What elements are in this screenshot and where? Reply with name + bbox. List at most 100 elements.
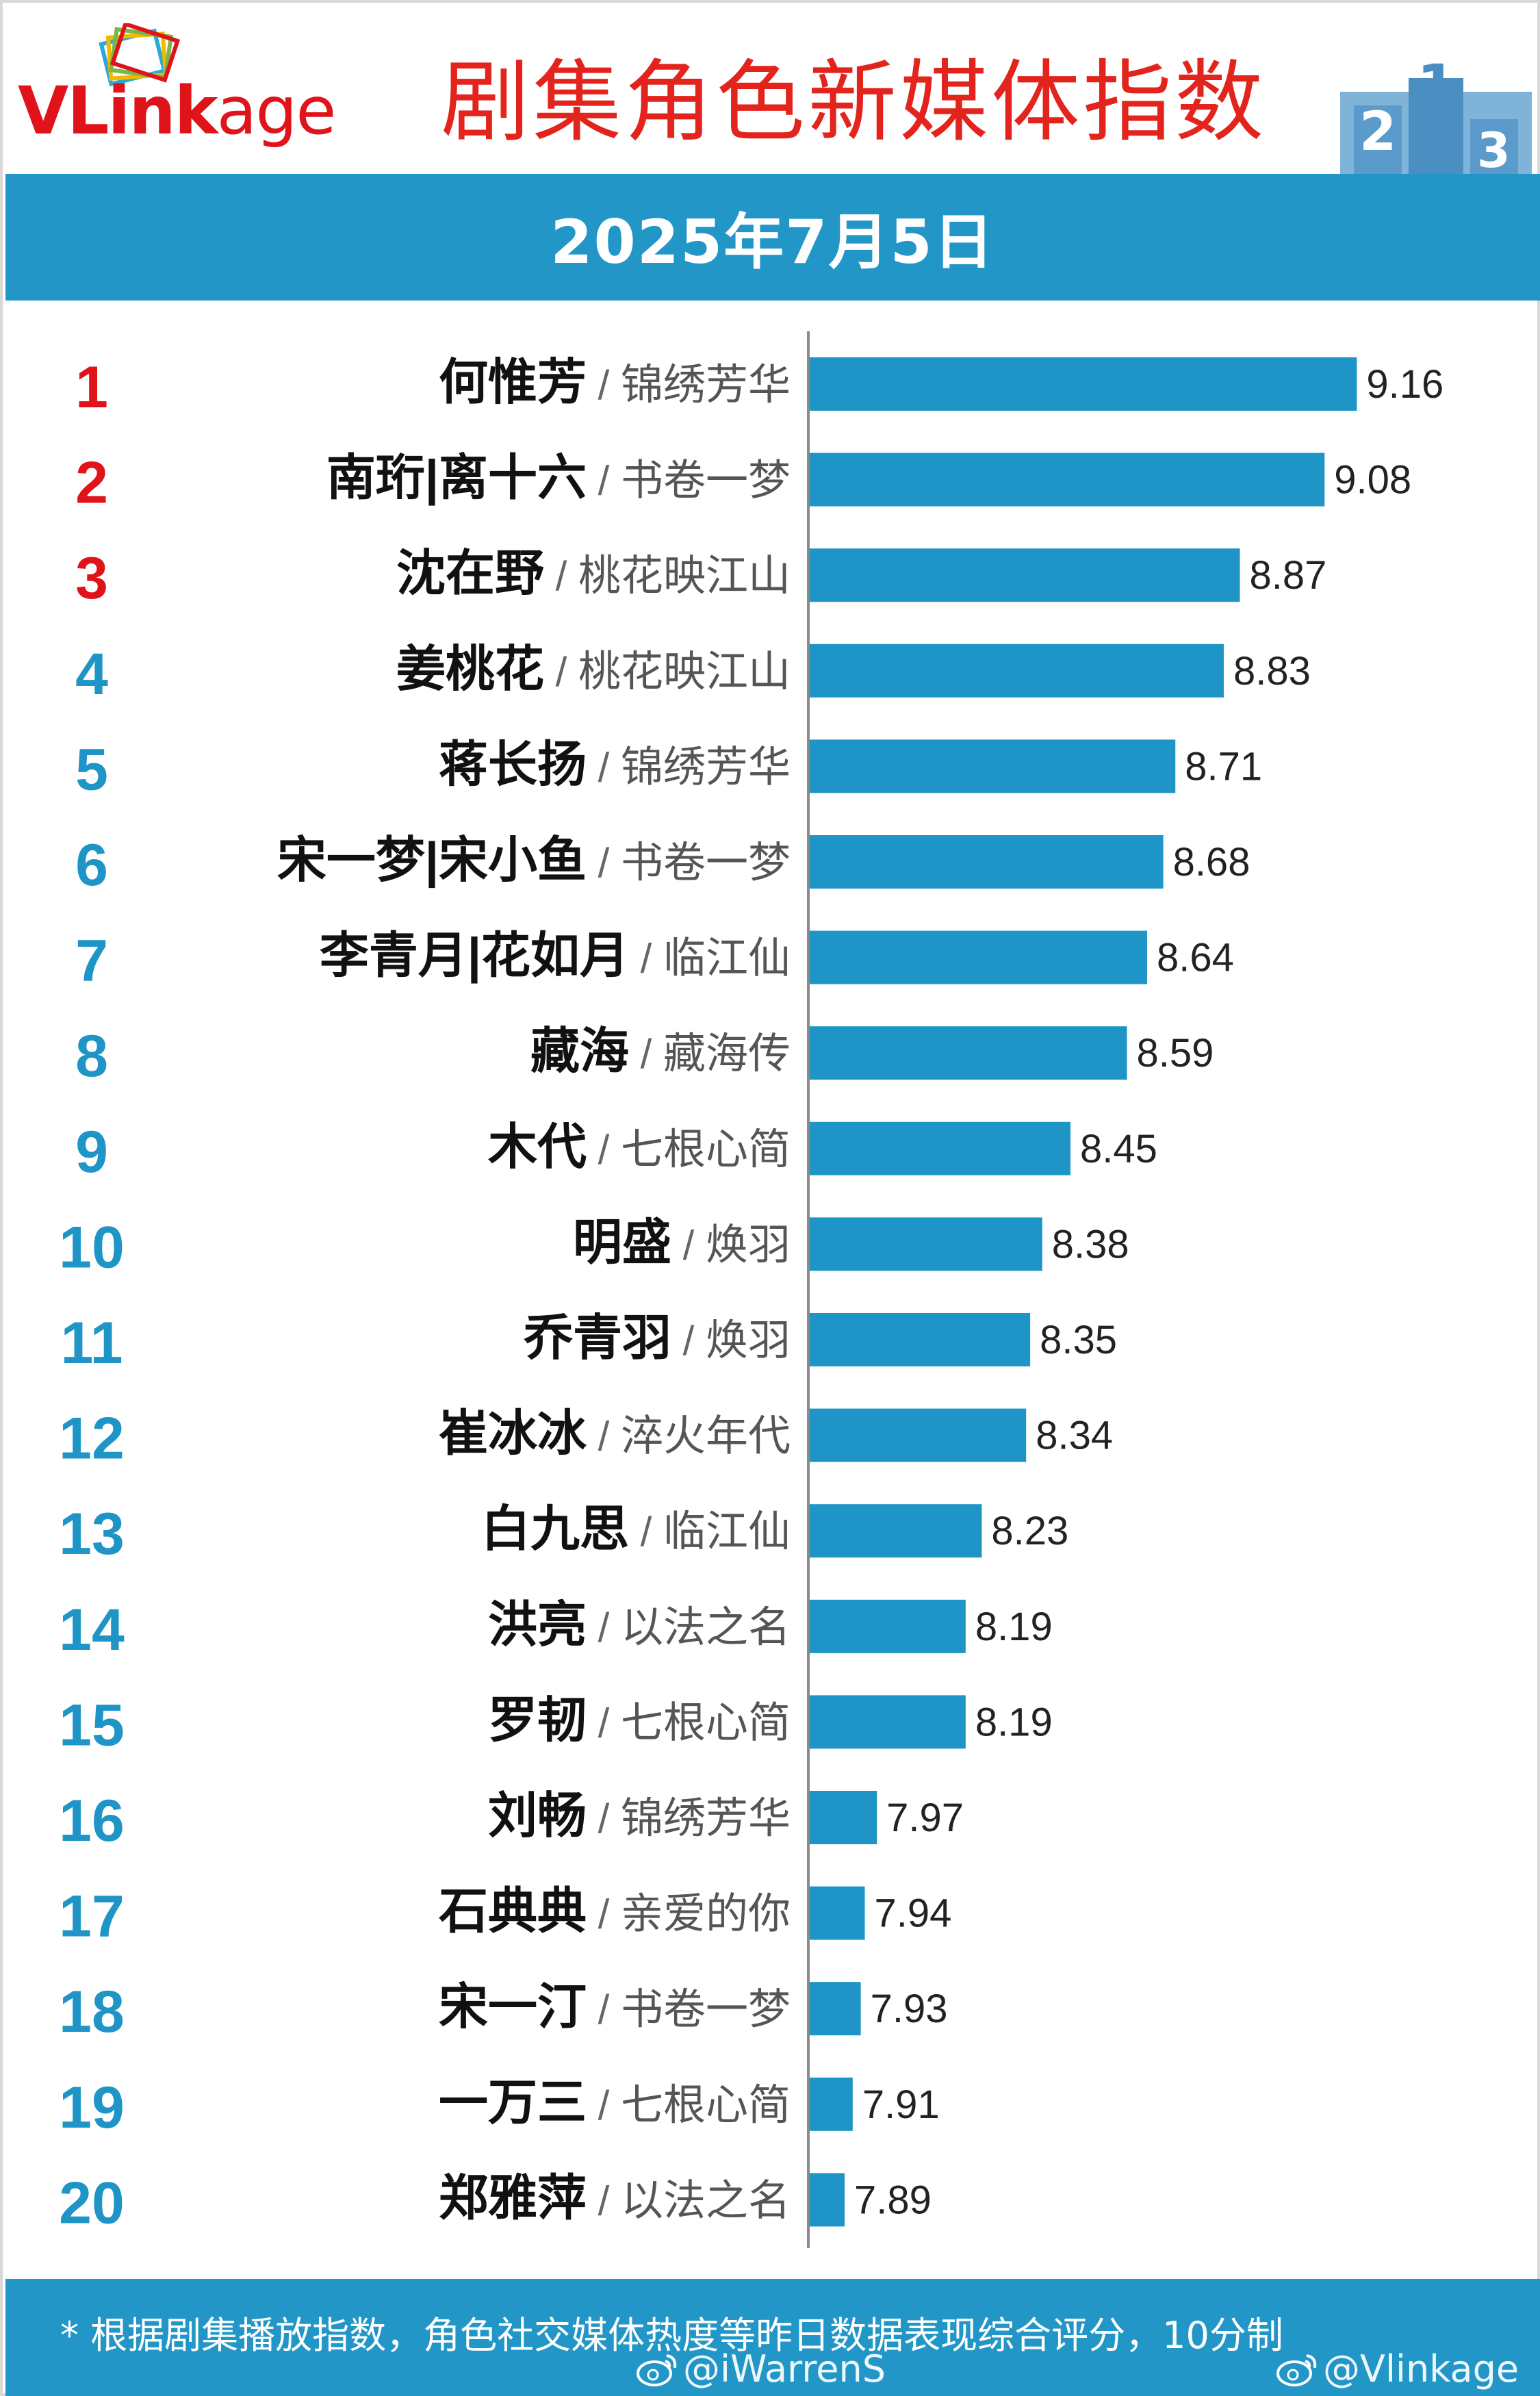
bar bbox=[810, 1313, 1031, 1366]
drama-name: 七根心简 bbox=[621, 2082, 791, 2129]
row-label: 刘畅 / 锦绣芳华 bbox=[488, 1789, 791, 1844]
row-label: 白九思 / 临江仙 bbox=[481, 1502, 791, 1557]
drama-name: 锦绣芳华 bbox=[621, 743, 791, 791]
label-separator: / bbox=[587, 1127, 621, 1173]
chart-date: 2025年7月5日 bbox=[550, 207, 995, 277]
podium-number-1: 1 bbox=[1417, 52, 1456, 119]
podium-number-2: 2 bbox=[1359, 101, 1396, 163]
drama-name: 锦绣芳华 bbox=[621, 1795, 791, 1842]
character-name: 一万三 bbox=[439, 2076, 587, 2130]
rank-number: 4 bbox=[75, 641, 108, 707]
logo-text-age: age bbox=[216, 73, 337, 149]
row-label: 宋一汀 / 书卷一梦 bbox=[439, 1980, 791, 2035]
row-label: 姜桃花 / 桃花映江山 bbox=[396, 642, 791, 697]
character-name: 洪亮 bbox=[488, 1598, 587, 1653]
bar bbox=[810, 643, 1224, 698]
watermark-iwarrens: @iWarrenS bbox=[635, 2347, 886, 2391]
drama-name: 桃花映江山 bbox=[578, 552, 791, 600]
rank-number: 17 bbox=[59, 1884, 125, 1950]
row-label: 何惟芳 / 锦绣芳华 bbox=[439, 355, 791, 410]
bar bbox=[810, 453, 1325, 507]
character-name: 明盛 bbox=[573, 1215, 671, 1270]
value-label: 8.87 bbox=[1250, 553, 1327, 598]
rank-number: 8 bbox=[75, 1023, 108, 1089]
drama-name: 书卷一梦 bbox=[621, 457, 791, 505]
bar bbox=[810, 2077, 853, 2131]
footer-band: * 根据剧集播放指数，角色社交媒体热度等昨日数据表现综合评分，10分制 @iWa… bbox=[5, 2279, 1540, 2396]
label-separator: / bbox=[587, 1605, 621, 1651]
label-separator: / bbox=[544, 553, 578, 599]
watermark-2-text: @Vlinkage bbox=[1323, 2347, 1519, 2391]
bar bbox=[810, 835, 1164, 889]
logo-frames-icon bbox=[99, 23, 181, 87]
rank-number: 5 bbox=[75, 737, 108, 802]
bar bbox=[810, 357, 1357, 411]
ranking-bar-chart: 1 何惟芳 / 锦绣芳华 9.16 2 南珩|离十六 / 书卷一梦 9.08 3 沈在野 / … bbox=[59, 331, 1443, 2248]
rank-number: 6 bbox=[75, 832, 108, 898]
logo-text-link: ink bbox=[107, 73, 218, 149]
rank-number: 9 bbox=[75, 1119, 108, 1185]
drama-name: 临江仙 bbox=[663, 1508, 791, 1555]
row-label: 南珩|离十六 / 书卷一梦 bbox=[326, 451, 791, 506]
watermark-vlinkage: @Vlinkage bbox=[1275, 2347, 1519, 2391]
row-label: 洪亮 / 以法之名 bbox=[488, 1598, 791, 1653]
rank-number: 16 bbox=[59, 1788, 125, 1854]
date-band: 2025年7月5日 bbox=[5, 174, 1540, 301]
value-label: 8.68 bbox=[1173, 840, 1250, 884]
chart-rows: 1 何惟芳 / 锦绣芳华 9.16 2 南珩|离十六 / 书卷一梦 9.08 3 沈在野 / … bbox=[59, 355, 1443, 2236]
bar bbox=[810, 1026, 1127, 1080]
row-label: 罗韧 / 七根心简 bbox=[488, 1693, 791, 1748]
rank-number: 11 bbox=[61, 1310, 123, 1376]
value-label: 8.19 bbox=[975, 1700, 1053, 1744]
row-label: 沈在野 / 桃花映江山 bbox=[396, 546, 791, 601]
value-label: 9.08 bbox=[1334, 458, 1411, 502]
drama-name: 焕羽 bbox=[706, 1221, 791, 1269]
bar bbox=[810, 739, 1176, 793]
rank-number: 1 bbox=[75, 355, 108, 420]
label-separator: / bbox=[587, 840, 621, 886]
row-label: 石典典 / 亲爱的你 bbox=[439, 1885, 791, 1939]
row-label: 一万三 / 七根心简 bbox=[439, 2076, 791, 2130]
label-separator: / bbox=[671, 1222, 706, 1268]
drama-name: 书卷一梦 bbox=[621, 839, 791, 887]
value-label: 9.16 bbox=[1366, 362, 1443, 407]
logo-text-v: VL bbox=[18, 73, 109, 149]
label-separator: / bbox=[629, 1031, 663, 1077]
drama-name: 七根心简 bbox=[621, 1126, 791, 1173]
bar bbox=[810, 1791, 877, 1844]
value-label: 7.91 bbox=[862, 2082, 940, 2127]
row-label: 木代 / 七根心简 bbox=[488, 1120, 791, 1175]
page-title: 剧集角色新媒体指数 bbox=[441, 50, 1267, 154]
rank-number: 15 bbox=[59, 1692, 125, 1758]
value-label: 8.38 bbox=[1052, 1222, 1129, 1266]
podium-icon: 2 1 3 bbox=[1340, 52, 1532, 174]
value-label: 8.34 bbox=[1036, 1414, 1113, 1458]
character-name: 沈在野 bbox=[396, 546, 544, 601]
rank-number: 19 bbox=[59, 2075, 125, 2141]
value-label: 8.64 bbox=[1157, 936, 1234, 980]
rank-number: 2 bbox=[75, 450, 108, 516]
rank-number: 12 bbox=[59, 1406, 125, 1472]
label-separator: / bbox=[671, 1318, 706, 1364]
label-separator: / bbox=[587, 1700, 621, 1746]
watermark-1-text: @iWarrenS bbox=[683, 2347, 886, 2391]
value-label: 8.83 bbox=[1233, 649, 1311, 693]
rank-number: 18 bbox=[59, 1979, 125, 2045]
value-label: 8.19 bbox=[975, 1605, 1053, 1649]
bar bbox=[810, 1217, 1042, 1271]
value-label: 7.93 bbox=[871, 1987, 948, 2031]
value-label: 7.97 bbox=[886, 1796, 964, 1840]
character-name: 李青月|花如月 bbox=[320, 929, 629, 984]
row-label: 崔冰冰 / 淬火年代 bbox=[439, 1407, 791, 1462]
label-separator: / bbox=[587, 2082, 621, 2128]
row-label: 李青月|花如月 / 临江仙 bbox=[320, 929, 791, 984]
character-name: 石典典 bbox=[439, 1885, 587, 1939]
row-label: 蒋长扬 / 锦绣芳华 bbox=[439, 737, 791, 792]
label-separator: / bbox=[629, 1509, 663, 1555]
logo-text: VLinkage bbox=[18, 78, 336, 144]
character-name: 乔青羽 bbox=[524, 1311, 671, 1366]
row-label: 明盛 / 焕羽 bbox=[573, 1215, 791, 1270]
rank-number: 20 bbox=[59, 2170, 125, 2236]
drama-name: 藏海传 bbox=[663, 1030, 791, 1078]
